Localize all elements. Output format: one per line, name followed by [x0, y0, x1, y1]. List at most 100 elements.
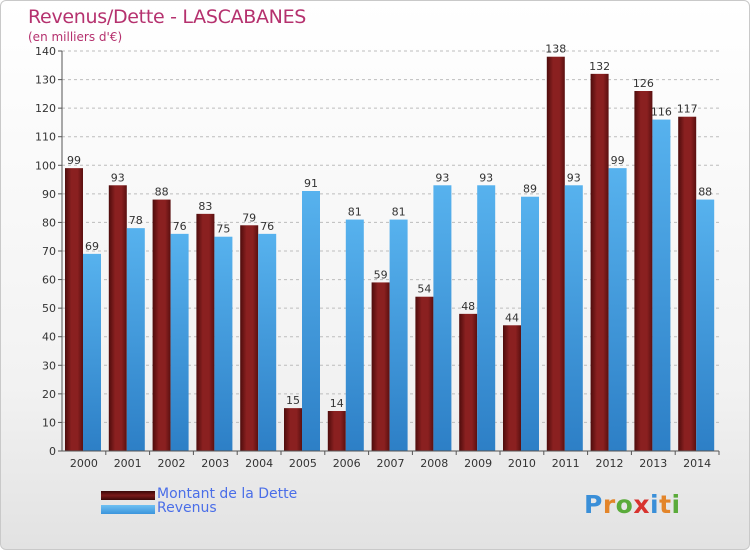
bar-revenus — [83, 253, 101, 451]
y-tick-label: 30 — [42, 359, 56, 372]
bar-revenus — [521, 196, 539, 451]
y-tick-label: 70 — [42, 245, 56, 258]
bar-dette — [634, 91, 653, 451]
bar-dette — [590, 73, 609, 451]
x-tick-label: 2007 — [377, 457, 405, 470]
y-tick-label: 100 — [35, 159, 56, 172]
bar-revenus — [302, 191, 320, 451]
bar-revenus — [126, 228, 145, 451]
logo-letter: i — [671, 490, 681, 519]
data-label-revenus: 69 — [85, 240, 99, 253]
legend-label-dette: Montant de la Dette — [157, 486, 298, 502]
data-label-dette: 83 — [198, 200, 212, 213]
data-label-dette: 132 — [589, 60, 610, 73]
data-label-revenus: 91 — [304, 177, 318, 190]
bar-revenus — [433, 185, 452, 452]
x-tick-label: 2002 — [158, 457, 186, 470]
data-label-dette: 44 — [505, 311, 519, 324]
bar-dette — [240, 225, 259, 451]
data-label-revenus: 81 — [348, 206, 362, 219]
data-label-revenus: 99 — [611, 154, 625, 167]
chart-title: Revenus/Dette - LASCABANES — [28, 6, 307, 28]
bar-revenus — [652, 119, 671, 452]
bar-revenus — [564, 185, 583, 452]
logo-letter: i — [650, 490, 660, 519]
y-tick-label: 80 — [42, 216, 56, 229]
data-label-dette: 48 — [461, 300, 475, 313]
bar-dette — [503, 325, 521, 451]
proxiti-logo: Proxiti — [584, 490, 681, 519]
data-label-revenus: 93 — [567, 171, 581, 184]
data-label-dette: 15 — [286, 394, 300, 407]
data-label-revenus: 88 — [698, 186, 712, 199]
y-tick-label: 20 — [42, 388, 56, 401]
data-label-revenus: 116 — [651, 106, 672, 119]
bar-dette — [546, 56, 565, 451]
x-tick-label: 2001 — [114, 457, 142, 470]
data-label-dette: 126 — [633, 77, 654, 90]
x-tick-label: 2008 — [420, 457, 448, 470]
data-label-revenus: 76 — [173, 220, 187, 233]
data-label-revenus: 93 — [479, 171, 493, 184]
data-label-dette: 59 — [374, 268, 388, 281]
x-tick-label: 2012 — [596, 457, 624, 470]
bar-revenus — [170, 233, 189, 451]
bar-dette — [371, 282, 390, 451]
data-label-dette: 138 — [545, 43, 566, 56]
data-label-dette: 88 — [155, 186, 169, 199]
data-label-dette: 117 — [677, 103, 698, 116]
bar-revenus — [389, 219, 408, 451]
y-tick-label: 110 — [35, 131, 56, 144]
x-tick-label: 2010 — [508, 457, 536, 470]
y-tick-label: 0 — [49, 445, 56, 458]
bar-revenus — [258, 233, 277, 451]
bar-dette — [108, 185, 127, 452]
y-tick-label: 10 — [42, 416, 56, 429]
legend-swatch-revenus — [101, 505, 155, 514]
y-tick-label: 130 — [35, 74, 56, 87]
x-tick-label: 2005 — [289, 457, 317, 470]
bar-revenus — [345, 219, 364, 451]
bar-dette — [459, 313, 478, 451]
bar-dette — [284, 408, 302, 451]
bar-dette — [196, 213, 215, 451]
data-label-revenus: 76 — [260, 220, 274, 233]
y-tick-label: 40 — [42, 331, 56, 344]
y-tick-label: 120 — [35, 102, 56, 115]
y-tick-label: 140 — [35, 45, 56, 58]
legend-swatch-dette — [101, 491, 155, 500]
bar-dette — [152, 199, 171, 451]
y-tick-label: 90 — [42, 188, 56, 201]
logo-letter: o — [615, 490, 634, 519]
logo-letter: P — [584, 490, 603, 519]
bar-revenus — [477, 185, 496, 452]
logo-letter: x — [633, 490, 650, 519]
bar-revenus — [608, 168, 627, 451]
bar-dette — [327, 411, 346, 451]
bar-revenus — [696, 199, 715, 451]
data-label-revenus: 81 — [392, 206, 406, 219]
x-tick-label: 2013 — [639, 457, 667, 470]
data-label-revenus: 89 — [523, 183, 537, 196]
data-label-dette: 99 — [67, 154, 81, 167]
x-tick-label: 2009 — [464, 457, 492, 470]
data-label-dette: 79 — [242, 211, 256, 224]
bar-dette — [415, 296, 434, 451]
x-tick-label: 2011 — [552, 457, 580, 470]
y-tick-label: 60 — [42, 274, 56, 287]
x-tick-label: 2004 — [245, 457, 273, 470]
legend-label-revenus: Revenus — [157, 500, 217, 516]
data-label-revenus: 78 — [129, 214, 143, 227]
data-label-revenus: 93 — [435, 171, 449, 184]
x-tick-label: 2014 — [683, 457, 711, 470]
y-tick-label: 50 — [42, 302, 56, 315]
data-label-dette: 93 — [111, 171, 125, 184]
bar-revenus — [214, 236, 233, 451]
logo-letter: r — [602, 490, 616, 519]
logo-letter: t — [659, 490, 672, 519]
x-tick-label: 2003 — [201, 457, 229, 470]
chart-subtitle: (en milliers d'€) — [28, 30, 123, 44]
x-tick-label: 2000 — [70, 457, 98, 470]
